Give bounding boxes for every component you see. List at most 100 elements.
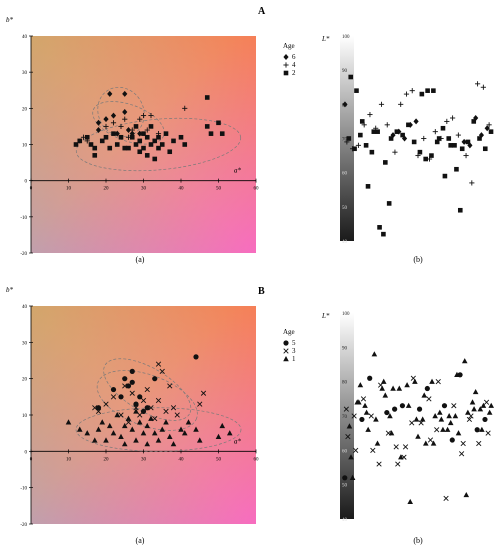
x-tick-label: 10: [66, 187, 72, 192]
lum-point-plus: [384, 122, 390, 128]
lum-point-triangle: [432, 413, 438, 419]
caption-a: (a): [136, 536, 145, 545]
point-triangle: [95, 426, 102, 432]
lum-point-square: [386, 201, 392, 206]
point-triangle: [196, 437, 203, 443]
point-triangle: [133, 437, 139, 443]
point-triangle: [133, 408, 139, 414]
point-square: [156, 145, 161, 151]
x-tick-label: 0: [30, 187, 33, 192]
point-diamond: [122, 108, 128, 115]
point-square: [163, 131, 169, 136]
lum-point-triangle: [480, 402, 487, 408]
point-plus: [118, 123, 124, 130]
point-square: [92, 153, 98, 158]
y-tick-label: -10: [20, 487, 27, 492]
point-plus: [122, 116, 128, 122]
point-triangle: [219, 422, 226, 429]
lum-point-triangle: [422, 440, 429, 446]
point-circle: [125, 383, 132, 389]
point-triangle: [166, 433, 173, 439]
lum-point-circle: [384, 409, 390, 416]
lum-point-circle: [416, 406, 423, 412]
x-tick-label: 30: [141, 457, 147, 462]
point-circle: [122, 376, 128, 382]
lum-tick-label: 50: [342, 484, 348, 489]
lum-point-x: [459, 451, 465, 457]
lum-point-square: [440, 125, 446, 131]
lum-point-x: [402, 444, 409, 450]
lum-tick-label: 70: [342, 138, 348, 143]
x-tick-label: 50: [216, 457, 222, 462]
lum-point-square: [394, 129, 400, 134]
y-axis-label: b*: [6, 286, 14, 294]
point-plus: [103, 123, 109, 130]
point-triangle: [125, 415, 132, 421]
lum-point-circle: [482, 416, 488, 423]
point-triangle: [114, 412, 121, 418]
point-triangle: [185, 419, 192, 425]
point-triangle: [121, 422, 128, 429]
x-axis-label: a*: [234, 437, 242, 445]
lum-point-square: [457, 207, 463, 213]
lum-point-triangle: [461, 358, 468, 364]
lum-point-square: [454, 166, 459, 172]
point-triangle: [91, 437, 98, 443]
lum-point-plus: [449, 115, 456, 121]
lum-point-plus: [480, 84, 486, 90]
x-tick-label: 60: [254, 187, 260, 192]
lum-point-triangle: [398, 454, 404, 460]
lum-point-x: [343, 406, 349, 412]
x-tick-label: 20: [104, 187, 110, 192]
x-tick-label: 20: [104, 457, 110, 462]
point-triangle: [163, 419, 169, 425]
point-circle: [129, 368, 135, 374]
lum-point-square: [417, 149, 423, 155]
point-square: [133, 124, 139, 129]
lum-point-triangle: [346, 423, 353, 429]
lum-point-triangle: [356, 399, 362, 405]
lum-point-diamond: [484, 125, 490, 132]
lum-point-triangle: [488, 402, 495, 408]
lum-point-triangle: [379, 385, 385, 391]
legend-label: 5: [292, 339, 296, 347]
point-triangle: [65, 419, 72, 425]
point-diamond: [95, 119, 102, 126]
point-square: [216, 120, 221, 126]
lum-point-x: [345, 433, 351, 440]
point-x: [110, 394, 117, 400]
point-square: [156, 134, 161, 140]
lum-point-circle: [441, 403, 448, 409]
legend-title: Age: [283, 42, 295, 50]
lum-point-plus: [403, 91, 410, 97]
point-plus: [140, 112, 147, 119]
x-tick-label: 40: [179, 187, 185, 192]
lum-point-triangle: [382, 392, 389, 398]
point-square: [137, 138, 143, 144]
point-triangle: [106, 422, 113, 429]
lum-point-x: [485, 430, 491, 436]
panel-letter: B: [258, 286, 265, 297]
y-tick-label: 40: [22, 35, 28, 40]
lum-point-circle: [359, 416, 365, 423]
lum-point-square: [388, 136, 394, 141]
lum-point-square: [406, 122, 411, 128]
point-diamond: [110, 112, 117, 119]
point-triangle: [170, 441, 177, 447]
lum-point-circle: [392, 406, 398, 412]
legend-label: 3: [292, 347, 296, 355]
ab-background-overlay: [31, 36, 256, 253]
legend-marker-diamond: [283, 54, 289, 60]
panel-letter: A: [258, 6, 266, 17]
point-square: [144, 153, 150, 158]
lum-point-square: [425, 88, 430, 93]
lum-point-square: [434, 139, 440, 145]
y-tick-label: 0: [25, 180, 28, 185]
point-plus: [148, 112, 154, 119]
point-square: [84, 134, 90, 140]
lum-point-triangle: [486, 409, 493, 415]
lum-point-triangle: [363, 409, 370, 415]
point-triangle: [215, 433, 222, 439]
lum-point-square: [431, 88, 436, 93]
